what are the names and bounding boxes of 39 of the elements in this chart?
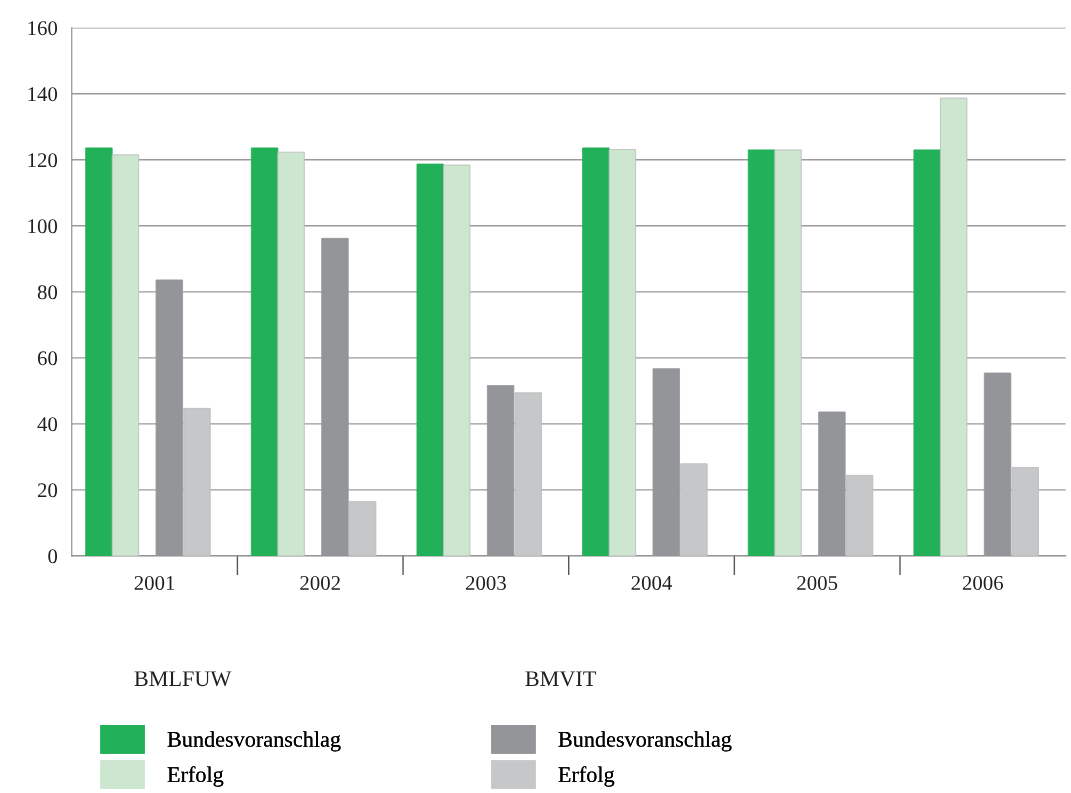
x-tick-label: 2004 — [631, 575, 673, 590]
y-tick-label: 20 — [37, 483, 58, 498]
bar — [680, 463, 708, 556]
bar — [940, 97, 968, 556]
y-tick-label: 100 — [28, 219, 58, 234]
y-tick-label: 80 — [37, 285, 58, 300]
bar — [111, 154, 140, 556]
bar — [514, 392, 542, 556]
x-tick-label: 2001 — [134, 575, 175, 590]
bar — [277, 151, 305, 556]
bar — [250, 147, 279, 556]
bar — [913, 149, 941, 556]
legend-label: Erfolg — [558, 766, 615, 787]
legend-label: Erfolg — [167, 766, 224, 787]
y-tick-label: 160 — [28, 21, 58, 36]
bar — [747, 149, 776, 556]
legend-label: Bundesvoranschlag — [167, 731, 341, 752]
bar — [348, 501, 377, 556]
x-tick-label: 2002 — [300, 575, 340, 590]
bar — [416, 163, 444, 556]
bar — [1011, 467, 1039, 556]
x-tick-label: 2003 — [465, 575, 506, 590]
y-tick-label: 140 — [28, 87, 58, 102]
legend-label: Bundesvoranschlag — [558, 731, 732, 752]
bar — [608, 149, 637, 556]
x-tick-label: 2005 — [797, 575, 838, 590]
x-tick-label: 2006 — [962, 575, 1004, 590]
y-tick-label: 40 — [37, 417, 58, 432]
y-tick-label: 120 — [28, 153, 58, 168]
bar — [845, 474, 874, 556]
y-tick-label: 0 — [48, 549, 58, 564]
text: BMLFUW — [134, 671, 232, 687]
bar — [582, 147, 610, 556]
bar — [85, 147, 113, 556]
bar — [183, 407, 211, 556]
bar — [774, 149, 802, 556]
y-tick-label: 60 — [37, 351, 58, 366]
bar — [443, 164, 471, 556]
text: BMVIT — [525, 671, 597, 687]
